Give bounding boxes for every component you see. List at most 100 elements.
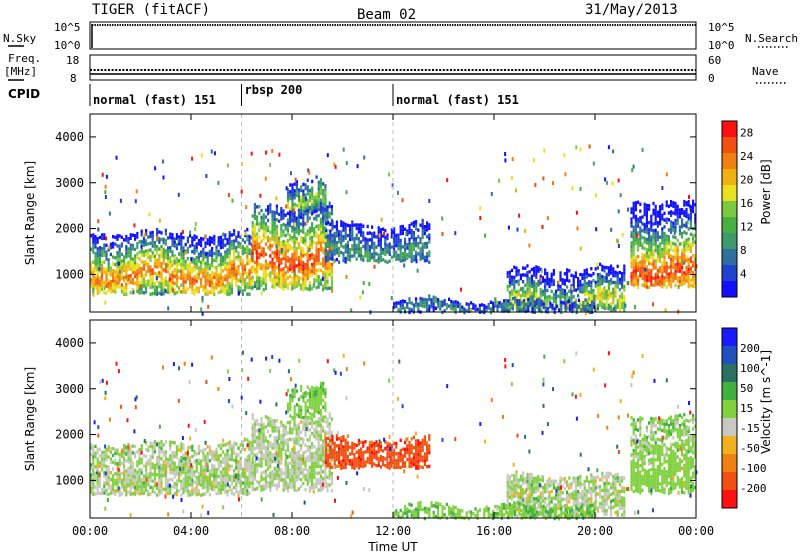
heatmap-cell [401,299,404,303]
heatmap-cell [186,462,189,467]
heatmap-cell [180,473,183,477]
heatmap-cell [410,301,413,305]
heatmap-cell [258,436,261,440]
heatmap-cell [533,297,536,301]
heatmap-cell [246,475,249,480]
heatmap-cell [544,306,547,310]
heatmap-cell [269,420,272,424]
nsky-point [674,24,676,26]
heatmap-cell [267,239,270,243]
heatmap-cell [614,291,617,295]
heatmap-cell [171,253,174,257]
heatmap-cell [175,273,178,278]
heatmap-cell [191,236,194,240]
heatmap-cell [614,274,617,278]
heatmap-cell [667,218,670,222]
heatmap-cell [297,232,300,236]
heatmap-cell [120,262,123,267]
heatmap-cell [654,218,657,222]
heatmap-cell [94,444,97,449]
heatmap-cell [241,275,244,280]
heatmap-cell [258,266,261,270]
heatmap-cell [421,246,424,250]
nsearch-label: N.Search [745,32,798,45]
heatmap-cell [656,234,659,238]
heatmap-cell [386,243,389,247]
heatmap-cell [142,284,145,288]
heatmap-cell [275,231,278,236]
heatmap-cell [577,277,580,281]
heatmap-cell [362,258,365,262]
heatmap-cell [153,254,156,258]
heatmap-cell [577,298,580,302]
heatmap-cell [189,472,192,477]
heatmap-cell [311,179,314,184]
heatmap-cell [112,487,115,492]
heatmap-cell [612,294,615,298]
heatmap-cell [186,263,189,268]
heatmap-cell [566,306,569,311]
heatmap-cell [171,273,174,278]
heatmap-cell [244,264,247,268]
heatmap-cell [439,307,442,311]
heatmap-cell [632,269,635,274]
heatmap-cell [191,471,194,476]
nsky-point [222,24,224,26]
heatmap-cell [687,264,690,268]
heatmap-cell [335,244,338,248]
heatmap-cell [269,244,272,248]
heatmap-cell [173,441,176,445]
heatmap-cell [182,287,185,291]
heatmap-cell [228,265,231,269]
heatmap-cell [131,288,134,292]
heatmap-cell [656,278,659,283]
heatmap-cell [663,266,666,270]
heatmap-cell [101,236,104,241]
heatmap-cell [616,264,619,269]
heatmap-cell [222,245,225,249]
heatmap-cell [379,245,382,249]
heatmap-cell [184,461,187,465]
heatmap-cell [226,163,229,168]
heatmap-cell [251,467,254,471]
heatmap-cell [300,212,303,216]
heatmap-cell [366,252,369,256]
heatmap-cell [421,297,424,301]
heatmap-cell [661,254,664,258]
heatmap-cell [109,252,112,257]
heatmap-cell [516,305,519,310]
heatmap-cell [311,186,314,190]
heatmap-cell [683,257,686,262]
heatmap-cell [617,209,620,214]
heatmap-cell [623,308,626,313]
heatmap-cell [284,284,287,289]
heatmap-cell [162,292,165,296]
heatmap-cell [251,426,254,431]
nsky-point [232,24,234,26]
heatmap-cell [377,229,380,233]
heatmap-cell [324,231,327,236]
heatmap-cell [224,460,227,464]
heatmap-cell [260,291,263,296]
heatmap-cell [224,264,227,268]
heatmap-cell [260,454,263,458]
heatmap-cell [632,201,635,206]
heatmap-cell [401,302,404,307]
heatmap-cell [147,489,150,493]
heatmap-cell [211,236,214,241]
nsky-point [632,24,634,26]
heatmap-cell [650,272,653,276]
nsky-point [487,24,489,26]
heatmap-cell [293,282,296,286]
heatmap-cell [246,248,249,252]
heatmap-cell [202,254,205,258]
heatmap-cell [120,283,123,287]
heatmap-cell [379,228,382,232]
heatmap-cell [306,270,309,274]
heatmap-cell [153,271,156,275]
heatmap-cell [191,250,194,254]
heatmap-cell [280,213,283,218]
heatmap-cell [200,243,203,248]
heatmap-cell [694,240,697,244]
heatmap-cell [319,198,323,202]
